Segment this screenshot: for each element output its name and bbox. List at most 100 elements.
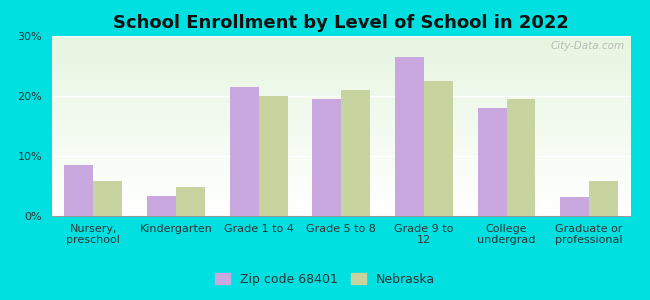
Bar [52,52,630,53]
Bar [52,174,630,175]
Bar [52,145,630,146]
Bar [52,47,630,48]
Bar [52,36,630,37]
Bar [52,131,630,132]
Bar [52,68,630,70]
Bar [52,40,630,41]
Bar [52,50,630,52]
Bar [52,113,630,114]
Bar [52,152,630,154]
Bar [52,91,630,92]
Bar [560,197,589,216]
Bar [52,146,630,148]
Bar [52,157,630,158]
Bar [424,81,453,216]
Bar [52,102,630,103]
Bar [341,90,370,216]
Bar [52,204,630,205]
Bar [52,86,630,88]
Bar [52,191,630,192]
Bar [52,200,630,202]
Bar [52,127,630,128]
Bar [52,94,630,95]
Bar [52,37,630,38]
Bar [52,115,630,116]
Bar [52,134,630,136]
Bar [52,214,630,215]
Bar [52,56,630,58]
Bar [52,175,630,176]
Bar [52,193,630,194]
Bar [52,120,630,121]
Bar [52,173,630,174]
Bar [52,156,630,157]
Bar [52,133,630,134]
Bar [52,70,630,71]
Bar [52,203,630,204]
Bar [52,84,630,85]
Bar [52,48,630,49]
Bar [52,158,630,160]
Bar [52,184,630,185]
Bar [312,99,341,216]
Bar [52,178,630,179]
Bar [52,163,630,164]
Bar [52,118,630,119]
Bar [52,119,630,120]
Bar [52,103,630,104]
Bar [52,162,630,163]
Bar [52,137,630,138]
Bar [52,95,630,96]
Bar [52,182,630,184]
Bar [52,161,630,162]
Bar [52,148,630,149]
Bar [52,96,630,97]
Bar [52,164,630,166]
Bar [52,122,630,124]
Bar [52,143,630,144]
Bar [52,116,630,118]
Bar [52,206,630,208]
Bar [52,180,630,181]
Bar [52,42,630,43]
Bar [52,149,630,150]
Bar [52,78,630,79]
Bar [52,41,630,42]
Bar [52,192,630,193]
Bar [52,59,630,60]
Bar [52,126,630,127]
Bar [52,176,630,178]
Bar [52,125,630,126]
Bar [589,181,618,216]
Bar [52,169,630,170]
Bar [52,170,630,172]
Text: City-Data.com: City-Data.com [551,41,625,51]
Bar [52,215,630,216]
Bar [176,187,205,216]
Bar [52,60,630,61]
Bar [52,109,630,110]
Bar [52,80,630,82]
Bar [52,44,630,46]
Bar [52,46,630,47]
Bar [52,43,630,44]
Bar [52,104,630,106]
Bar [229,87,259,216]
Bar [52,139,630,140]
Bar [64,165,94,216]
Bar [52,88,630,89]
Bar [52,73,630,74]
Bar [52,212,630,214]
Bar [52,54,630,55]
Bar [52,107,630,108]
Bar [52,76,630,77]
Bar [52,82,630,83]
Bar [52,121,630,122]
Bar [52,89,630,90]
Bar [52,62,630,64]
Bar [52,79,630,80]
Bar [52,53,630,54]
Bar [52,58,630,59]
Bar [52,144,630,145]
Bar [52,154,630,155]
